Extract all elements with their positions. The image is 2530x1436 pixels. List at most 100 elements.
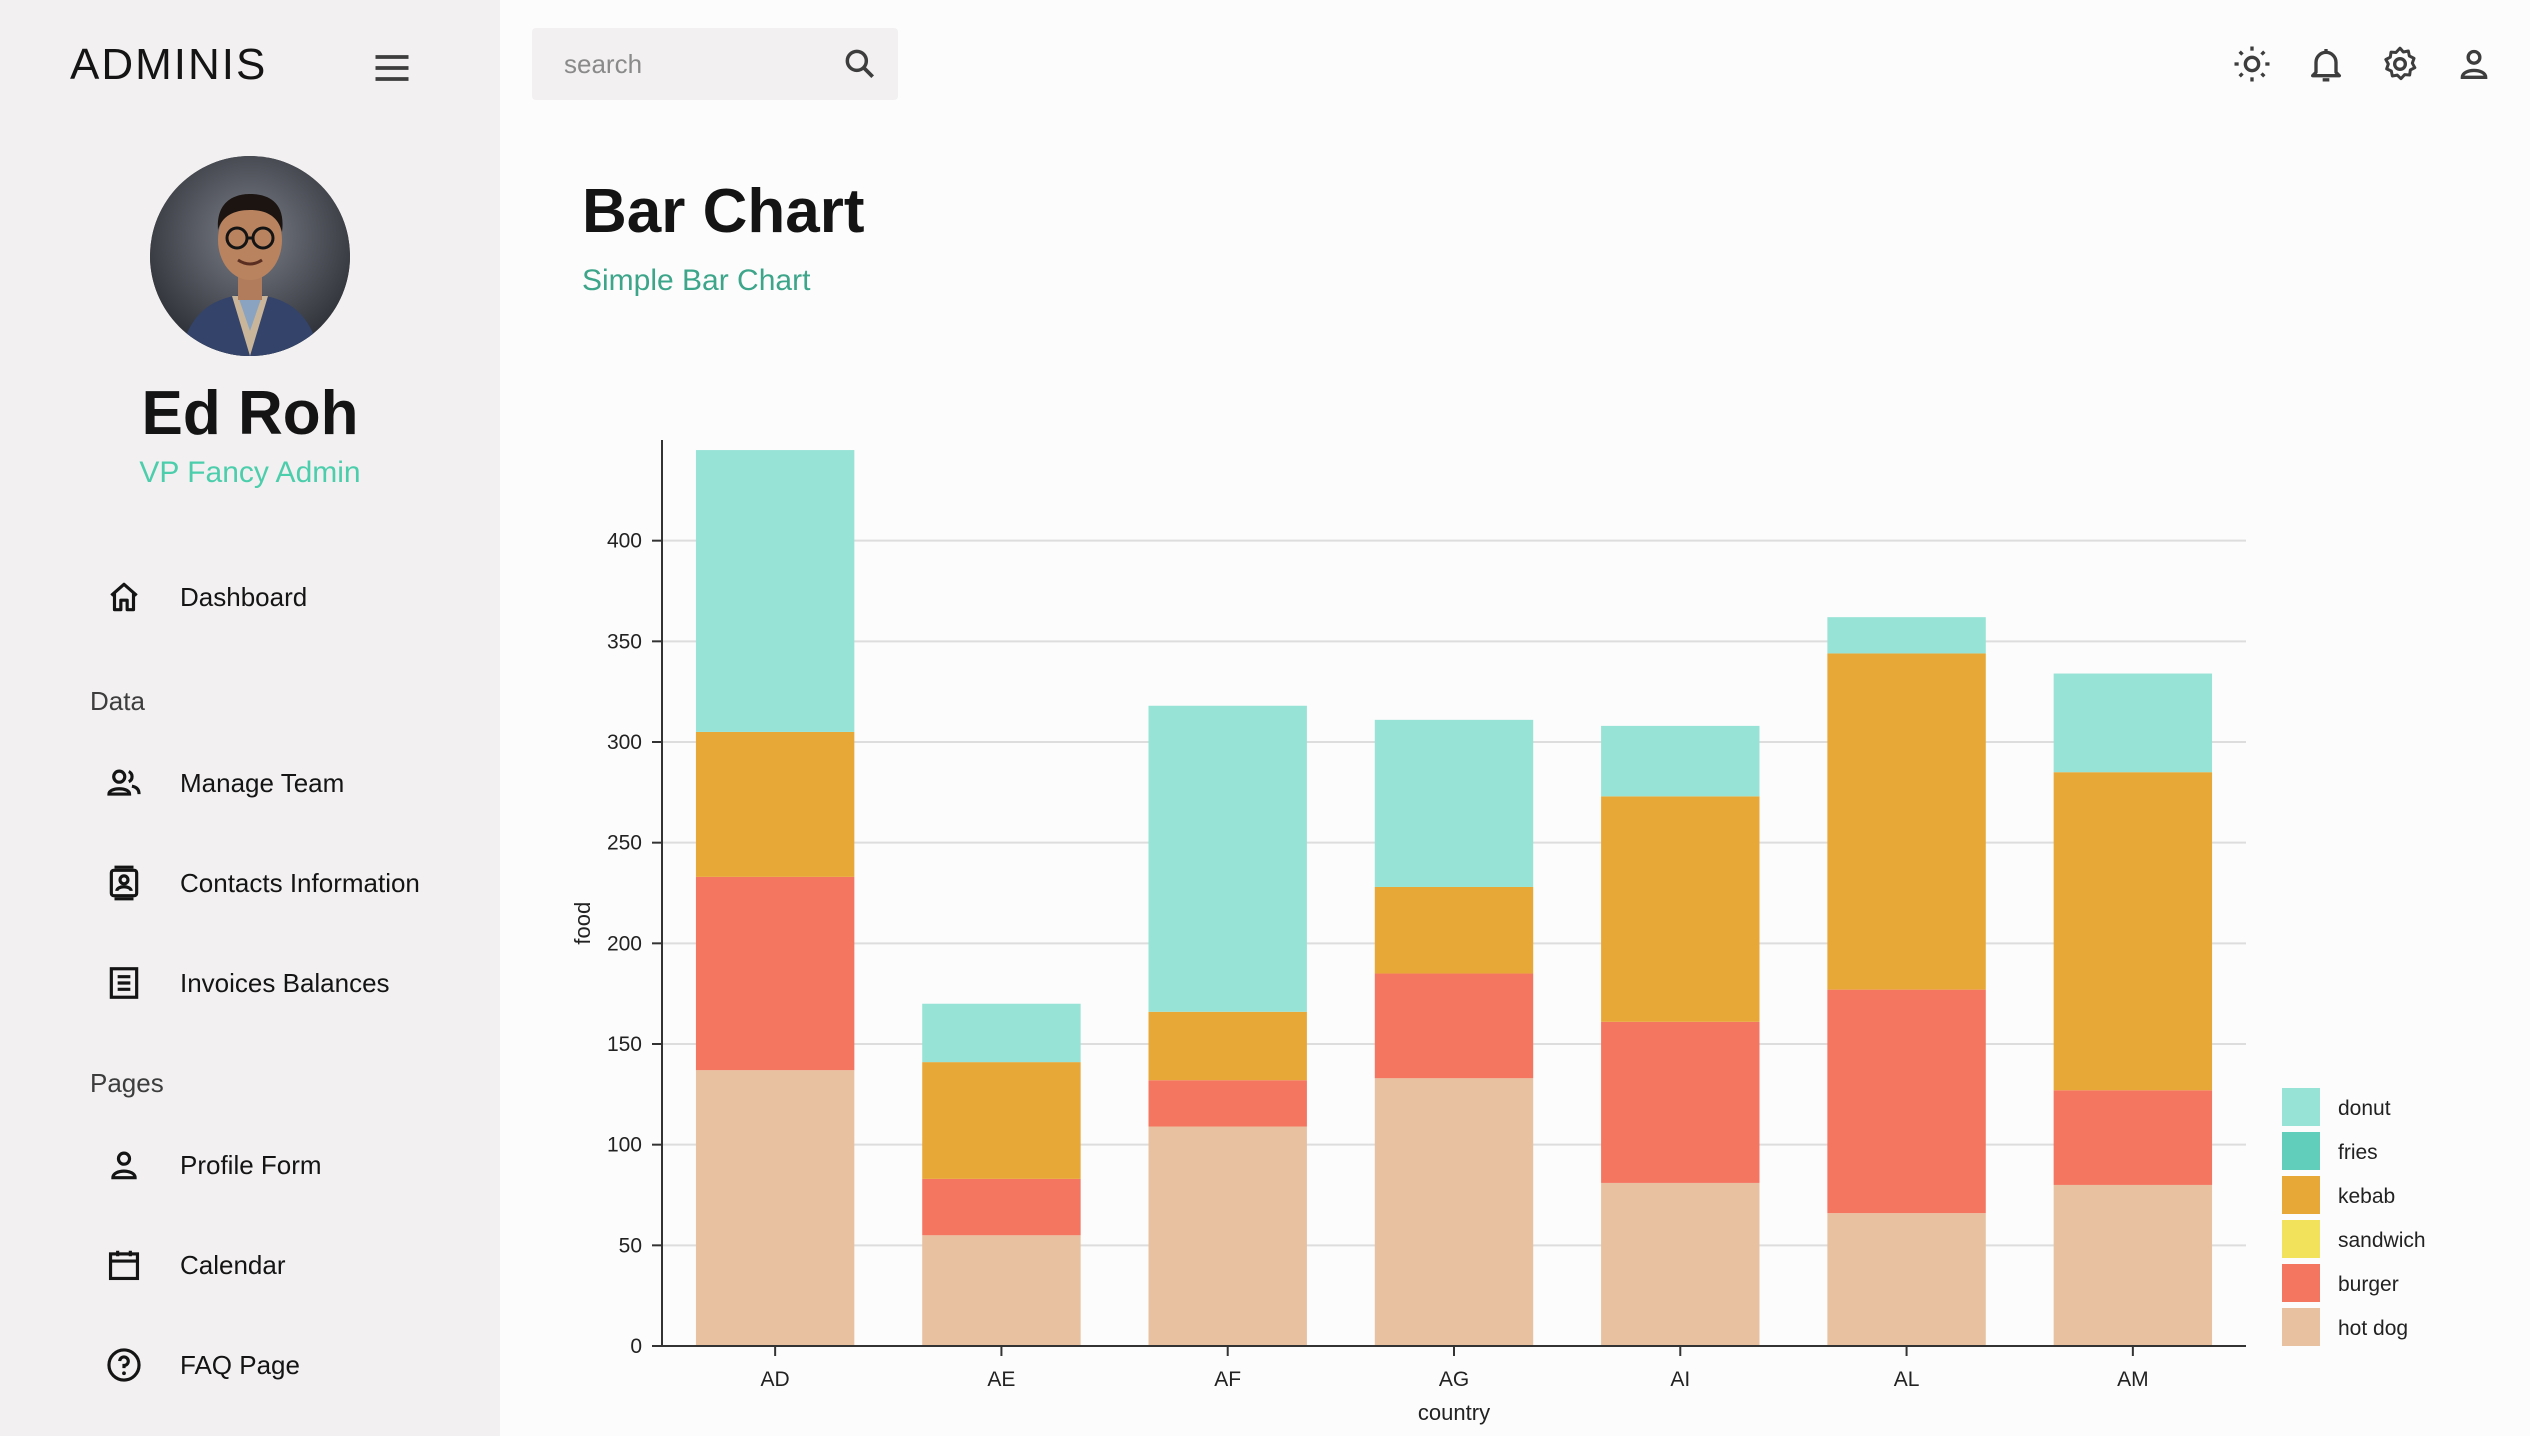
y-tick-label: 100	[607, 1134, 642, 1157]
bar-segment	[1374, 719, 1534, 887]
sidebar-item-dashboard[interactable]: Dashboard	[100, 566, 480, 628]
legend-label: burger	[2338, 1273, 2399, 1296]
bar-segment	[1601, 1182, 1760, 1346]
legend-label: kebab	[2338, 1185, 2395, 1208]
user-icon	[2460, 49, 2488, 79]
sidebar-item-label: Manage Team	[180, 767, 345, 798]
bar-segment	[1148, 1080, 1307, 1127]
sidebar-item-calendar[interactable]: Calendar	[100, 1234, 480, 1296]
bar-segment	[1148, 705, 1307, 1012]
y-tick-label: 300	[607, 731, 642, 754]
legend-label: sandwich	[2338, 1229, 2426, 1252]
bar-segment	[1374, 886, 1534, 974]
sidebar-item-faq-page[interactable]: FAQ Page	[100, 1334, 480, 1396]
y-tick-label: 350	[607, 630, 642, 653]
bar-segment	[2053, 1184, 2213, 1346]
legend-swatch	[2282, 1308, 2320, 1346]
sidebar-item-profile-form[interactable]: Profile Form	[100, 1134, 480, 1196]
avatar-image	[150, 156, 350, 356]
page-title: Bar Chart	[582, 177, 865, 246]
notifications-button[interactable]	[2302, 40, 2350, 88]
invoice-icon	[100, 959, 148, 1007]
bar-segment	[695, 731, 855, 877]
sidebar-item-label: Invoices Balances	[180, 967, 390, 998]
bar-segment	[2053, 1090, 2213, 1185]
y-tick-label: 150	[607, 1033, 642, 1056]
legend-swatch	[2282, 1176, 2320, 1214]
y-tick-label: 250	[607, 832, 642, 855]
x-tick-label: AL	[1894, 1368, 1920, 1391]
light-mode-icon	[2234, 46, 2270, 82]
x-tick-label: AM	[2117, 1368, 2149, 1391]
user-role: VP Fancy Admin	[139, 456, 361, 489]
team-icon	[100, 759, 148, 807]
bar-segment	[1827, 989, 1986, 1214]
search-input[interactable]	[564, 48, 824, 80]
search-bar	[532, 28, 898, 100]
x-tick-label: AE	[987, 1368, 1015, 1391]
bar-segment	[2053, 772, 2213, 1091]
bar-segment	[1827, 653, 1986, 990]
y-tick-label: 200	[607, 932, 642, 955]
sidebar-item-label: Calendar	[180, 1249, 286, 1280]
legend-label: fries	[2338, 1141, 2378, 1164]
user-name: Ed Roh	[141, 379, 359, 448]
hamburger-menu-icon	[375, 55, 409, 81]
sidebar-item-invoices-balances[interactable]: Invoices Balances	[100, 952, 480, 1014]
legend-swatch	[2282, 1132, 2320, 1170]
legend-swatch	[2282, 1088, 2320, 1126]
bar-segment	[922, 1062, 1081, 1179]
sidebar-item-label: Contacts Information	[180, 867, 420, 898]
notifications-icon	[2311, 49, 2341, 82]
x-tick-label: AF	[1214, 1368, 1241, 1391]
search-button[interactable]	[836, 40, 884, 88]
page-subtitle: Simple Bar Chart	[582, 264, 811, 297]
calendar-icon	[100, 1241, 148, 1289]
bar-segment	[922, 1003, 1081, 1063]
bar-segment	[922, 1235, 1081, 1346]
bar-segment	[922, 1178, 1081, 1236]
sidebar-item-contacts-information[interactable]: Contacts Information	[100, 852, 480, 914]
bar-segment	[1374, 1078, 1534, 1346]
sidebar-item-label: Dashboard	[180, 581, 308, 612]
sidebar: ADMINIS	[0, 0, 500, 1436]
y-tick-label: 50	[619, 1234, 642, 1257]
contacts-icon	[100, 859, 148, 907]
bar-segment	[1601, 1021, 1760, 1183]
person-icon	[100, 1141, 148, 1189]
menu-toggle-button[interactable]	[370, 46, 414, 90]
bar-segment	[695, 450, 855, 732]
section-label-pages: Pages	[90, 1068, 164, 1098]
search-icon	[845, 49, 875, 79]
avatar[interactable]	[150, 156, 350, 356]
home-icon	[100, 573, 148, 621]
section-label-data: Data	[90, 686, 145, 716]
bar-segment	[1374, 973, 1534, 1079]
help-icon	[100, 1341, 148, 1389]
user-profile-button[interactable]	[2450, 40, 2498, 88]
bar-segment	[1148, 1126, 1307, 1346]
legend-swatch	[2282, 1220, 2320, 1258]
legend-label: hot dog	[2338, 1317, 2408, 1340]
bar-segment	[1148, 1011, 1307, 1081]
x-tick-label: AG	[1439, 1368, 1469, 1391]
y-tick-label: 400	[607, 530, 642, 553]
bar-segment	[1601, 796, 1760, 1022]
bar-segment	[695, 876, 855, 1071]
y-tick-label: 0	[630, 1335, 642, 1358]
sidebar-item-manage-team[interactable]: Manage Team	[100, 752, 480, 814]
settings-button[interactable]	[2376, 40, 2424, 88]
light-mode-button[interactable]	[2228, 40, 2276, 88]
bar-segment	[1827, 1213, 1986, 1346]
sidebar-item-label: Profile Form	[180, 1149, 322, 1180]
x-tick-label: AI	[1670, 1368, 1690, 1391]
sidebar-item-label: FAQ Page	[180, 1349, 300, 1380]
x-axis-label: country	[1418, 1400, 1490, 1425]
brand-logo: ADMINIS	[70, 40, 268, 89]
legend-label: donut	[2338, 1097, 2391, 1120]
legend-swatch	[2282, 1264, 2320, 1302]
x-tick-label: AD	[761, 1368, 790, 1391]
bar-chart: 0 50 100 150 200 250 300 350 400 AD AE AF AG AI AL AM co…	[570, 440, 2426, 1425]
y-axis-label: food	[570, 902, 595, 945]
